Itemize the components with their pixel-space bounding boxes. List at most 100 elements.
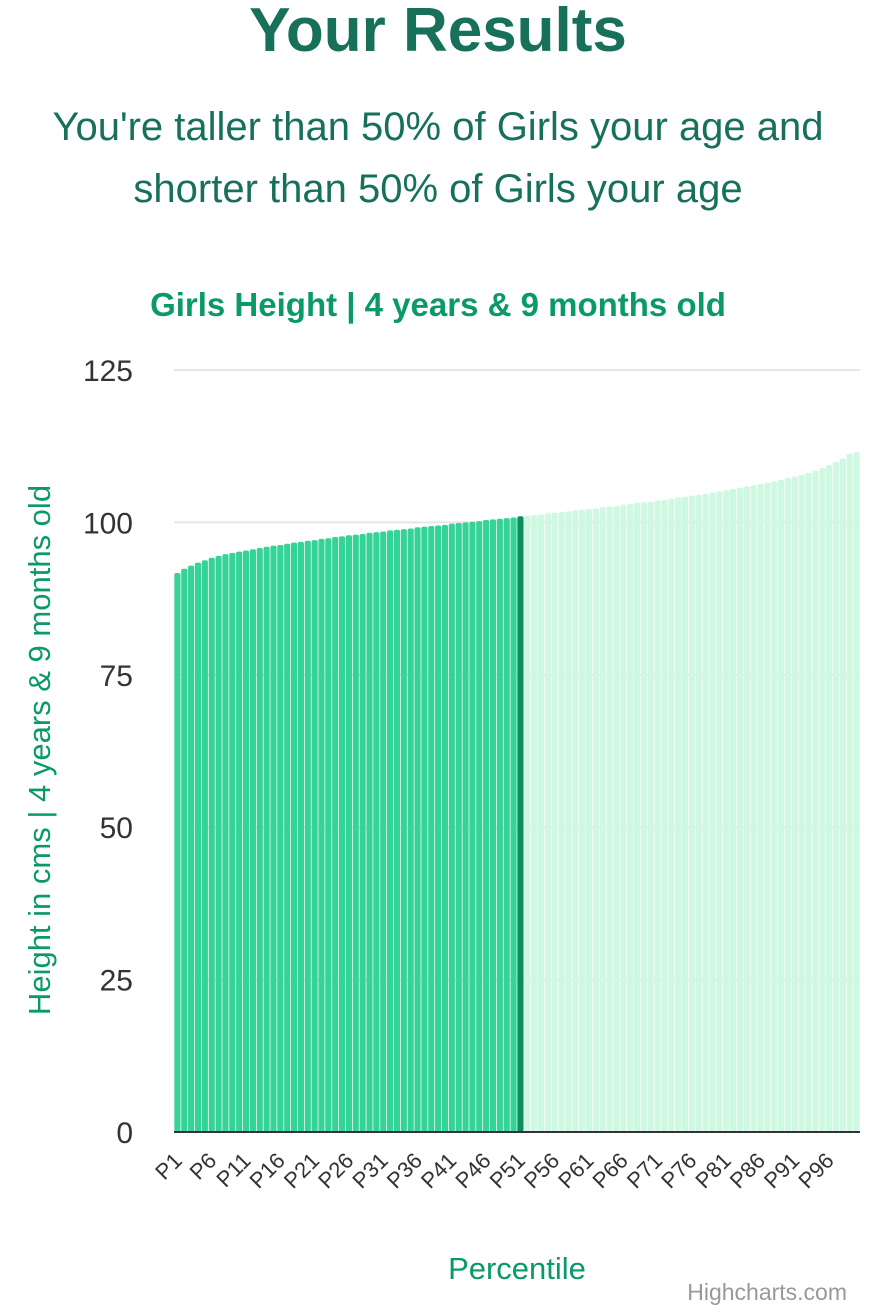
bar-p10[interactable] <box>236 551 243 1132</box>
bar-p96[interactable] <box>826 465 833 1132</box>
bar-p27[interactable] <box>352 534 359 1132</box>
bar-p53[interactable] <box>531 515 538 1132</box>
bar-p76[interactable] <box>688 495 696 1132</box>
bar-p93[interactable] <box>805 473 812 1132</box>
bar-p87[interactable] <box>764 482 771 1132</box>
bar-p20[interactable] <box>304 540 311 1132</box>
bar-p85[interactable] <box>750 485 757 1132</box>
bar-p88[interactable] <box>771 481 778 1133</box>
bar-p22[interactable] <box>318 538 325 1132</box>
bar-p3[interactable] <box>188 565 195 1132</box>
bar-p92[interactable] <box>798 474 805 1132</box>
bar-p23[interactable] <box>325 538 332 1132</box>
bar-p16[interactable] <box>277 544 284 1132</box>
bar-p78[interactable] <box>702 493 709 1132</box>
bar-p35[interactable] <box>407 528 414 1132</box>
bar-p43[interactable] <box>462 522 469 1132</box>
highcharts-credit[interactable]: Highcharts.com <box>687 1279 847 1305</box>
bar-p6[interactable] <box>208 557 215 1132</box>
bar-p86[interactable] <box>757 483 764 1132</box>
bar-p46[interactable] <box>483 519 490 1132</box>
bar-p60[interactable] <box>579 509 586 1132</box>
bar-p80[interactable] <box>716 491 723 1132</box>
bar-p15[interactable] <box>270 545 277 1132</box>
bar-p25[interactable] <box>338 536 346 1132</box>
bar-p1[interactable] <box>174 572 181 1132</box>
bar-p17[interactable] <box>284 543 291 1132</box>
bar-p100[interactable] <box>853 452 860 1132</box>
bar-p4[interactable] <box>194 562 202 1132</box>
bar-p69[interactable] <box>640 502 647 1132</box>
bar-p49[interactable] <box>503 518 510 1132</box>
bar-p65[interactable] <box>613 505 620 1132</box>
bar-p98[interactable] <box>839 458 846 1133</box>
bar-p84[interactable] <box>743 486 750 1132</box>
bar-p77[interactable] <box>695 494 702 1132</box>
bar-p48[interactable] <box>496 518 503 1132</box>
bar-p40[interactable] <box>441 524 449 1132</box>
bar-p97[interactable] <box>832 462 840 1132</box>
bar-p74[interactable] <box>675 497 682 1133</box>
bar-p34[interactable] <box>400 529 407 1132</box>
bar-p82[interactable] <box>730 488 737 1132</box>
bar-p52[interactable] <box>524 515 531 1132</box>
bar-p44[interactable] <box>469 521 476 1132</box>
bar-p58[interactable] <box>565 511 572 1132</box>
bar-p55[interactable] <box>544 513 551 1132</box>
bar-p91[interactable] <box>791 476 798 1132</box>
bar-p26[interactable] <box>345 535 353 1132</box>
bar-p36[interactable] <box>414 527 421 1132</box>
bar-p38[interactable] <box>428 526 435 1132</box>
bar-p81[interactable] <box>723 490 730 1132</box>
bar-p18[interactable] <box>290 542 298 1132</box>
bar-p61[interactable] <box>585 508 593 1133</box>
bar-p32[interactable] <box>387 530 394 1132</box>
bar-p68[interactable] <box>633 502 641 1132</box>
bar-p24[interactable] <box>332 537 339 1132</box>
bar-p8[interactable] <box>222 554 229 1132</box>
bar-p59[interactable] <box>572 510 579 1132</box>
bar-p12[interactable] <box>249 549 256 1132</box>
bar-p2[interactable] <box>181 568 188 1132</box>
bar-p56[interactable] <box>551 512 558 1132</box>
bar-p54[interactable] <box>537 514 545 1132</box>
bar-p19[interactable] <box>297 541 304 1132</box>
bar-p21[interactable] <box>311 540 318 1132</box>
bar-p7[interactable] <box>215 555 222 1132</box>
bar-p89[interactable] <box>778 479 785 1132</box>
bar-p50[interactable] <box>510 517 517 1132</box>
bar-p45[interactable] <box>476 521 483 1132</box>
bar-p79[interactable] <box>709 492 716 1132</box>
bar-p41[interactable] <box>448 523 455 1132</box>
bar-p62[interactable] <box>592 508 599 1132</box>
bar-p14[interactable] <box>263 546 270 1132</box>
bar-p47[interactable] <box>489 519 497 1132</box>
bar-p11[interactable] <box>242 550 250 1132</box>
bar-p37[interactable] <box>421 526 428 1132</box>
bar-p63[interactable] <box>599 507 606 1132</box>
bar-p13[interactable] <box>256 548 263 1132</box>
bar-p71[interactable] <box>654 500 661 1132</box>
bar-p73[interactable] <box>668 498 675 1132</box>
bar-p67[interactable] <box>627 504 634 1132</box>
bar-p95[interactable] <box>819 468 826 1132</box>
bar-p42[interactable] <box>455 523 462 1132</box>
bar-p75[interactable] <box>681 496 689 1132</box>
bar-p64[interactable] <box>606 506 613 1132</box>
bar-p33[interactable] <box>393 529 401 1132</box>
bar-p94[interactable] <box>812 470 819 1132</box>
bar-p39[interactable] <box>435 525 442 1132</box>
bar-p51[interactable] <box>517 516 524 1132</box>
bar-p31[interactable] <box>380 531 387 1132</box>
bar-p28[interactable] <box>359 533 366 1132</box>
bar-p99[interactable] <box>846 453 853 1132</box>
bar-p90[interactable] <box>784 477 792 1133</box>
bar-p66[interactable] <box>620 504 627 1132</box>
bar-p30[interactable] <box>373 532 380 1132</box>
bar-p70[interactable] <box>647 501 654 1132</box>
bar-p83[interactable] <box>736 487 744 1132</box>
bar-p9[interactable] <box>229 552 236 1132</box>
bar-p5[interactable] <box>201 560 208 1132</box>
bar-p72[interactable] <box>661 499 668 1132</box>
bar-p57[interactable] <box>558 512 565 1132</box>
